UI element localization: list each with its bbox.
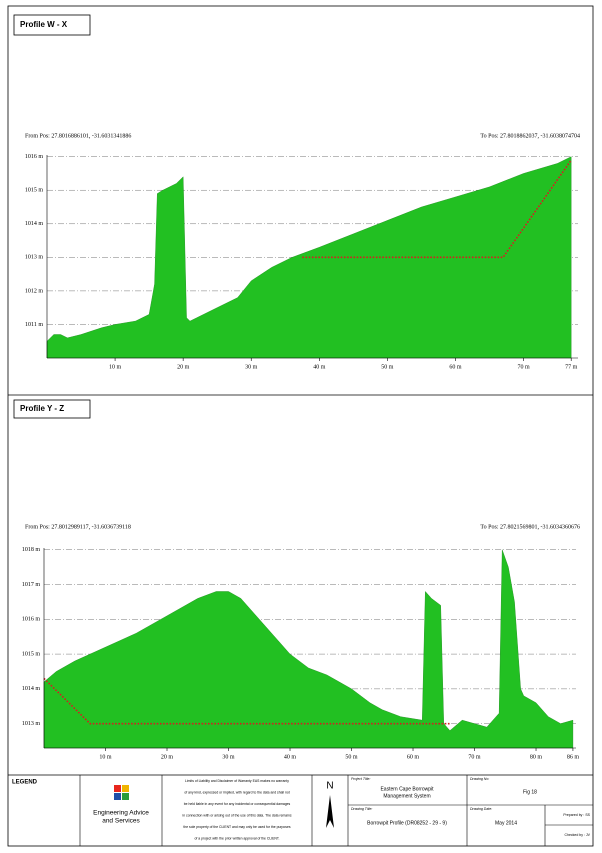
from-position: From Pos: 27.8012989117, -31.6036739118 [25, 524, 131, 530]
project-title: Management System [383, 793, 430, 799]
x-tick-label: 10 m [99, 754, 112, 760]
field-label: Project Title: [351, 777, 370, 781]
x-tick-label: 70 m [517, 364, 530, 370]
prepared-by: Prepared by : SS [563, 813, 590, 817]
x-tick-label: 80 m [530, 754, 543, 760]
y-tick-label: 1013 m [25, 255, 44, 261]
y-tick-label: 1014 m [25, 221, 44, 227]
north-label: N [326, 781, 333, 792]
x-tick-label: 60 m [449, 364, 462, 370]
disclaimer-text: of any kind, expressed or implied, with … [184, 790, 289, 794]
x-tick-label: 86 m [567, 754, 580, 760]
x-tick-label: 77 m [565, 364, 578, 370]
y-tick-label: 1016 m [25, 154, 44, 160]
from-position: From Pos: 27.8016886101, -31.6031341886 [25, 133, 131, 139]
project-title: Eastern Cape Borrowpit [380, 786, 434, 792]
to-position: To Pos: 27.8021569801, -31.6034360676 [480, 524, 580, 530]
x-tick-label: 40 m [284, 754, 297, 760]
y-tick-label: 1018 m [22, 547, 41, 553]
field-label: Drawing Title: [351, 807, 372, 811]
disclaimer-text: Limits of Liability and Disclaimer of Wa… [185, 779, 289, 783]
x-tick-label: 70 m [468, 754, 481, 760]
x-tick-label: 60 m [407, 754, 420, 760]
y-tick-label: 1012 m [25, 288, 44, 294]
x-tick-label: 30 m [222, 754, 235, 760]
logo [114, 785, 129, 800]
disclaimer-text: of a project with the prior written appr… [195, 836, 280, 840]
chart-title: Profile Y - Z [20, 404, 64, 413]
checked-by: Checked by : JV [565, 833, 591, 837]
field-label: Drawing No: [470, 777, 489, 781]
x-tick-label: 20 m [161, 754, 174, 760]
x-tick-label: 40 m [313, 364, 326, 370]
y-tick-label: 1015 m [22, 651, 41, 657]
page-frame [7, 5, 594, 847]
footer-grid [79, 775, 593, 846]
x-tick-label: 50 m [345, 754, 358, 760]
x-tick-label: 30 m [245, 364, 258, 370]
y-tick-label: 1015 m [25, 188, 44, 194]
terrain-area [43, 549, 574, 749]
title-box [13, 14, 91, 36]
x-tick-label: 10 m [109, 364, 122, 370]
y-tick-label: 1011 m [25, 322, 43, 328]
field-label: Drawing Date: [470, 807, 492, 811]
design-line [302, 159, 572, 259]
legend-label: LEGEND [12, 780, 38, 786]
drawing-no: Fig 18 [523, 789, 537, 795]
company-name: Engineering Advice [93, 810, 149, 817]
company-name: and Services [102, 818, 140, 825]
y-tick-label: 1016 m [22, 617, 41, 623]
drawing-date: May 2014 [495, 820, 517, 826]
x-tick-label: 20 m [177, 364, 190, 370]
y-tick-label: 1013 m [22, 721, 41, 727]
disclaimer-text: in connection with or arising out of the… [182, 813, 291, 817]
y-tick-label: 1014 m [22, 686, 41, 692]
to-position: To Pos: 27.8018862037, -31.6038074704 [480, 133, 580, 139]
north-arrow [326, 795, 334, 828]
title-box [13, 399, 91, 419]
x-tick-label: 50 m [381, 364, 394, 370]
design-line [43, 677, 450, 725]
chart-title: Profile W - X [20, 20, 68, 29]
disclaimer-text: be held liable in any event for any inci… [184, 802, 291, 806]
disclaimer-text: the sole property of the CLIENT and may … [183, 825, 290, 829]
y-tick-label: 1017 m [22, 582, 41, 588]
drawing-title: Borrowpit Profile (DR08252 - 29 - 9) [367, 820, 447, 826]
